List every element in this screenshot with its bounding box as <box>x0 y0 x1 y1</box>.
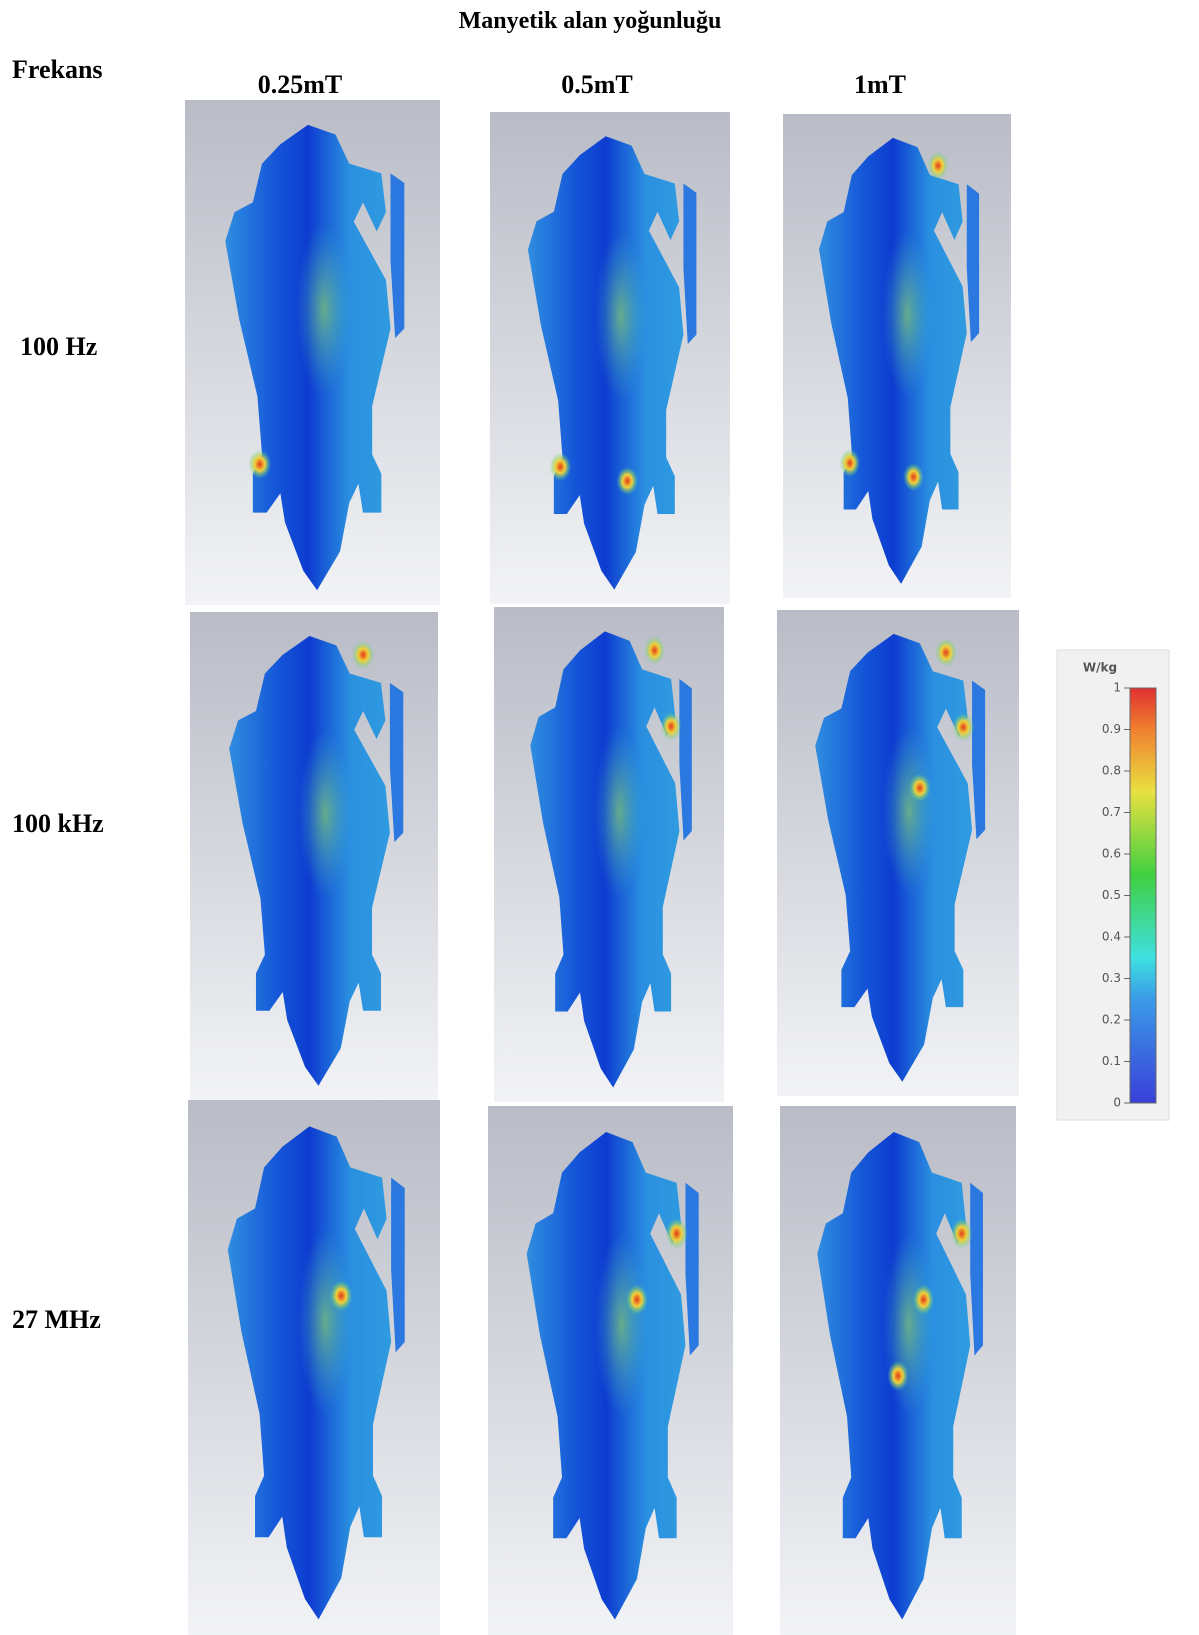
field-region <box>595 231 647 401</box>
field-region <box>595 726 645 897</box>
hot-spot <box>952 713 974 741</box>
hot-spot <box>644 636 665 665</box>
figure: Manyetik alan yoğunluğu Frekans W/kg 0 0.… <box>0 0 1199 1635</box>
colorbar-tick-label: 0.9 <box>1102 722 1121 736</box>
colorbar-tick-label: 0.8 <box>1102 764 1121 778</box>
field-region <box>595 1234 648 1417</box>
hot-spot <box>352 641 374 669</box>
hot-spot <box>928 152 949 180</box>
simulation-image <box>188 1100 440 1635</box>
hot-spot <box>330 1280 353 1311</box>
colorbar-tick-label: 0.5 <box>1102 888 1121 902</box>
colorbar-tick-label: 0.4 <box>1102 930 1121 944</box>
colorbar-tick-label: 0.2 <box>1102 1013 1121 1027</box>
simulation-image <box>780 1106 1016 1635</box>
colorbar-tick-label: 0.3 <box>1102 971 1121 985</box>
simulation-image <box>777 610 1019 1096</box>
hot-spot <box>626 1284 648 1314</box>
colorbar-tick-label: 0.1 <box>1102 1054 1121 1068</box>
hot-spot <box>550 453 572 481</box>
field-region <box>296 222 351 397</box>
hot-spot <box>903 463 924 491</box>
colorbar-tick-label: 1 <box>1113 681 1121 695</box>
row-label: 100 kHz <box>12 809 104 838</box>
row-label: 100 Hz <box>20 332 97 361</box>
simulation-image <box>488 1106 733 1635</box>
colorbar-bar <box>1130 688 1156 1103</box>
simulation-image <box>190 612 438 1100</box>
column-header: 0.5mT <box>561 70 633 99</box>
hot-spot <box>909 774 931 802</box>
hot-spot <box>913 1284 934 1314</box>
hot-spot <box>951 1218 972 1248</box>
field-region <box>883 727 935 895</box>
colorbar: W/kg 0 0.1 0.2 0.3 0.4 0.5 0.6 0.7 0.8 0.9 1 <box>1057 650 1169 1120</box>
field-region <box>883 1234 934 1417</box>
hot-spot <box>935 639 957 667</box>
hot-spot <box>840 449 861 477</box>
field-region <box>883 231 932 398</box>
colorbar-tick-label: 0 <box>1113 1096 1121 1110</box>
field-region <box>298 730 352 899</box>
hot-spot <box>248 450 271 479</box>
column-header: 0.25mT <box>258 70 343 99</box>
simulation-image <box>490 112 730 604</box>
row-label: 27 MHz <box>12 1305 101 1334</box>
hot-spot <box>661 712 682 741</box>
figure-title: Manyetik alan yoğunluğu <box>459 8 722 34</box>
colorbar-unit: W/kg <box>1083 661 1117 675</box>
hot-spot <box>666 1218 688 1248</box>
field-region <box>298 1229 352 1414</box>
simulation-image <box>783 114 1011 598</box>
row-header: Frekans <box>12 55 103 84</box>
column-header: 1mT <box>854 70 906 99</box>
colorbar-tick-label: 0.6 <box>1102 847 1121 861</box>
colorbar-tick-label: 0.7 <box>1102 805 1121 819</box>
hot-spot <box>616 467 638 495</box>
simulation-image <box>185 100 440 605</box>
simulation-image <box>494 607 724 1102</box>
hot-spot <box>887 1361 908 1391</box>
